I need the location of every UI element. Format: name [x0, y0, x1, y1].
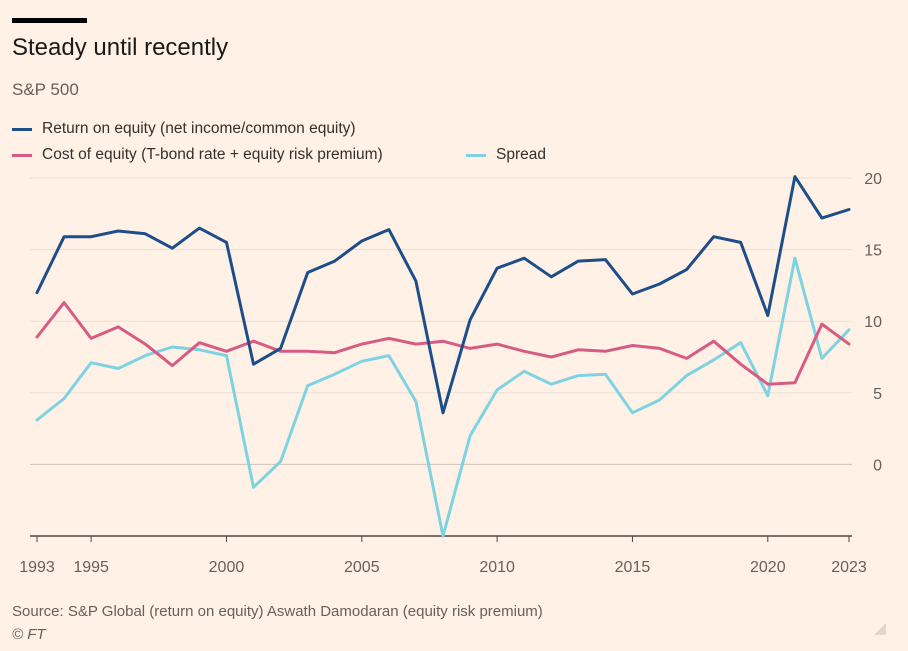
y-tick-label: 15	[864, 243, 882, 260]
x-tick-label: 2015	[615, 559, 651, 576]
legend-item-roe: Return on equity (net income/common equi…	[12, 120, 356, 138]
series-line-cost-of-equity	[35, 301, 851, 386]
y-tick-label: 0	[873, 457, 882, 474]
x-tick-label: 2000	[209, 559, 245, 576]
gridlines	[30, 177, 852, 537]
legend-item-cost: Cost of equity (T-bond rate + equity ris…	[12, 146, 383, 164]
source-note: Source: S&P Global (return on equity) As…	[12, 603, 543, 620]
series-line-spread	[35, 256, 851, 538]
legend-swatch-spread	[466, 153, 486, 157]
legend-label-cost: Cost of equity (T-bond rate + equity ris…	[42, 146, 383, 163]
y-tick-label: 20	[864, 171, 882, 188]
y-tick-label: 10	[864, 314, 882, 331]
x-tick-label: 2005	[344, 559, 380, 576]
x-tick-label: 1993	[19, 559, 55, 576]
legend-label-roe: Return on equity (net income/common equi…	[42, 120, 356, 137]
legend-swatch-cost	[12, 153, 32, 157]
x-tick-labels: 1993 1995 2000 2005 2010 2015 2020 2023	[19, 536, 867, 576]
resize-corner-icon	[874, 623, 886, 635]
chart-title: Steady until recently	[12, 34, 229, 61]
copyright: © FT	[12, 626, 46, 643]
x-tick-label: 2010	[479, 559, 515, 576]
y-tick-labels: 0 5 10 15 20	[864, 171, 882, 474]
x-tick-label: 1995	[73, 559, 109, 576]
chart-subtitle: S&P 500	[12, 80, 79, 99]
legend-swatch-roe	[12, 127, 32, 131]
y-tick-label: 5	[873, 386, 882, 403]
legend-label-spread: Spread	[496, 146, 546, 163]
x-tick-label: 2023	[831, 559, 867, 576]
series-lines	[35, 175, 851, 538]
ft-top-bar	[12, 18, 87, 23]
legend-item-spread: Spread	[466, 146, 546, 164]
x-tick-label: 2020	[750, 559, 786, 576]
series-line-return-on-equity	[35, 175, 851, 415]
